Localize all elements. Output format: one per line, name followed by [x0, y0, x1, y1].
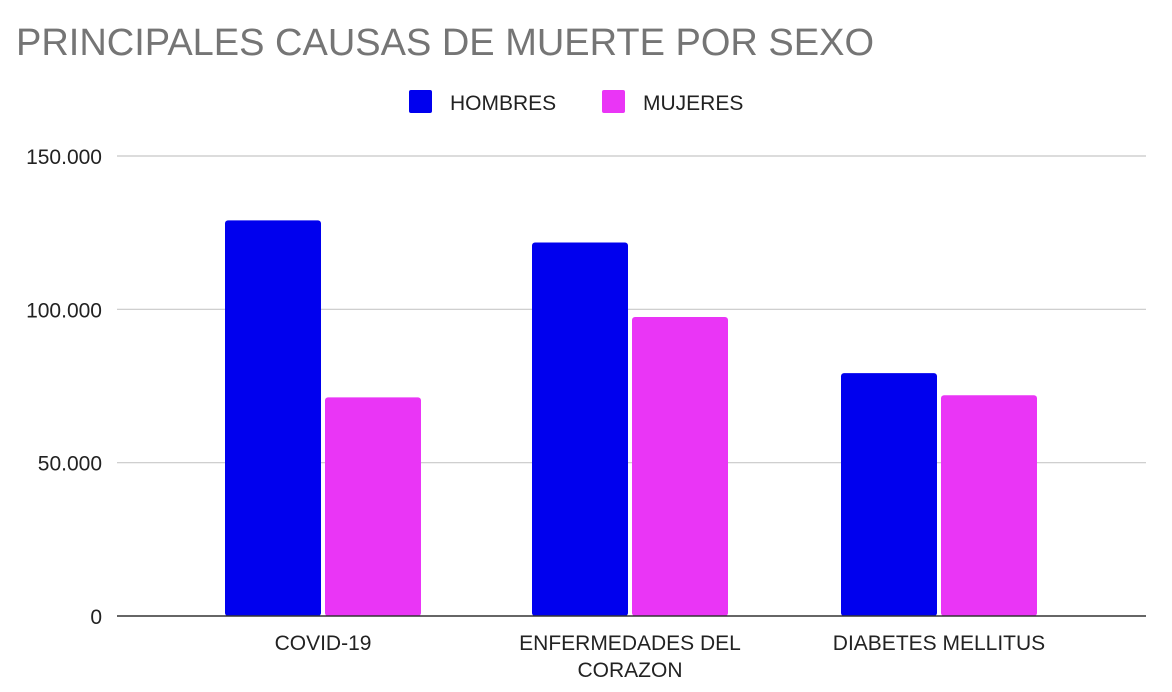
- legend-swatch-mujeres: [602, 90, 625, 113]
- bar-hombres-0: [225, 220, 321, 616]
- legend-swatch-hombres: [409, 90, 432, 113]
- x-category-label: CORAZON: [578, 659, 683, 682]
- x-category-label: DIABETES MELLITUS: [833, 632, 1045, 655]
- bar-mujeres-1: [632, 317, 728, 616]
- legend-label-hombres: HOMBRES: [450, 92, 556, 115]
- y-tick-label: 50.000: [38, 453, 102, 476]
- y-axis: 0 50.000 100.000 150.000: [26, 146, 102, 629]
- x-axis: COVID-19 ENFERMEDADES DEL CORAZON DIABETES …: [117, 615, 1146, 682]
- bar-mujeres-2: [941, 395, 1037, 616]
- y-tick-label: 0: [90, 606, 102, 629]
- bars: [225, 220, 1037, 617]
- legend: HOMBRES MUJERES: [409, 90, 743, 115]
- chart-title: PRINCIPALES CAUSAS DE MUERTE POR SEXO: [16, 22, 874, 64]
- bar-mujeres-0: [325, 397, 421, 616]
- legend-label-mujeres: MUJERES: [643, 92, 743, 115]
- bar-hombres-2: [841, 373, 937, 616]
- y-tick-label: 150.000: [26, 146, 102, 169]
- x-category-label: ENFERMEDADES DEL: [519, 632, 741, 655]
- x-category-label: COVID-19: [275, 632, 372, 655]
- y-tick-label: 100.000: [26, 299, 102, 322]
- bar-hombres-1: [532, 242, 628, 617]
